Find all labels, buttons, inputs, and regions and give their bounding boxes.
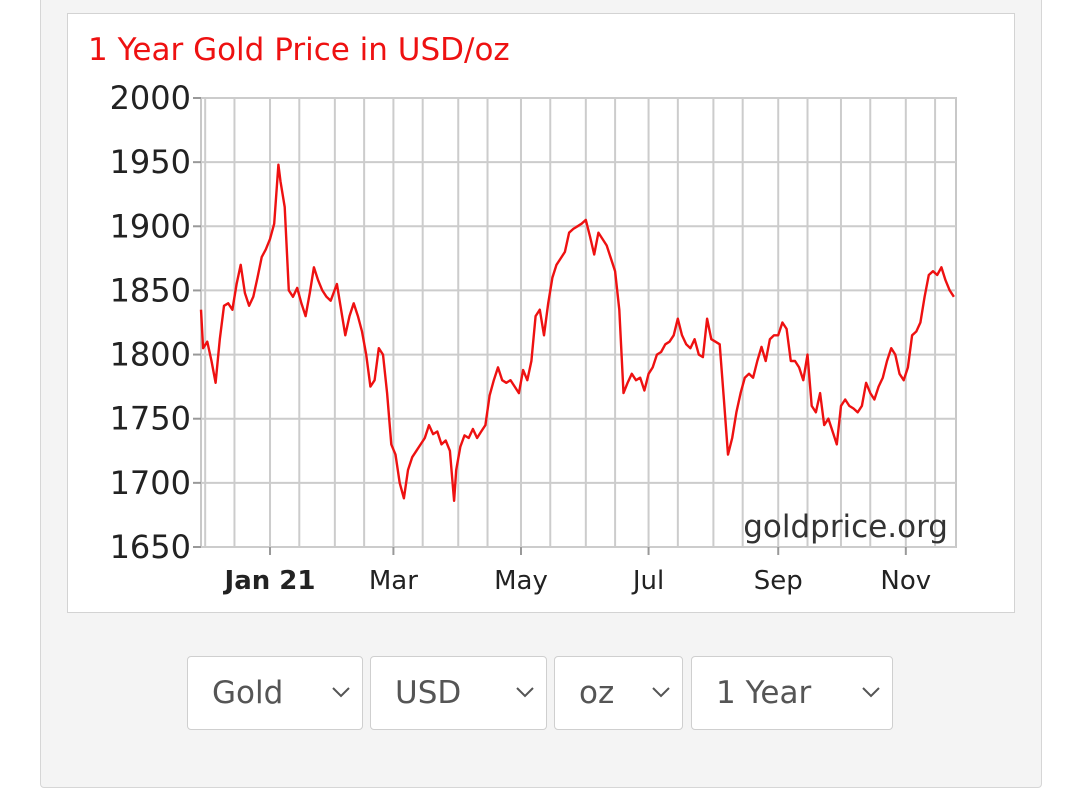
- y-tick-label: 1850: [110, 271, 191, 309]
- y-tick-label: 2000: [110, 79, 191, 117]
- chevron-down-icon: [862, 687, 880, 698]
- chevron-down-icon: [652, 687, 670, 698]
- metal-select[interactable]: Gold: [187, 656, 363, 730]
- y-tick-label: 1750: [110, 400, 191, 438]
- watermark-text: goldprice.org: [743, 509, 948, 545]
- x-tick-label: Mar: [369, 566, 418, 596]
- unit-select[interactable]: oz: [554, 656, 683, 730]
- chevron-down-icon: [332, 687, 350, 698]
- y-tick-label: 1950: [110, 143, 191, 181]
- currency-select-value: USD: [395, 675, 462, 711]
- x-tick-label: Nov: [880, 566, 931, 596]
- chevron-down-icon: [516, 687, 534, 698]
- unit-select-value: oz: [579, 675, 615, 711]
- currency-select[interactable]: USD: [370, 656, 547, 730]
- chart-title: 1 Year Gold Price in USD/oz: [88, 32, 510, 68]
- x-tick-label: May: [494, 566, 548, 596]
- gold-price-line: [199, 163, 955, 502]
- period-select-value: 1 Year: [716, 675, 812, 711]
- y-tick-label: 1700: [110, 464, 191, 502]
- y-tick-label: 1800: [110, 336, 191, 374]
- gold-price-chart: 1650 1700 1750 1800 1850 1900 1950 2000 Jan 21 Ma…: [88, 32, 957, 596]
- metal-select-value: Gold: [212, 675, 284, 711]
- x-tick-label: Jan 21: [223, 566, 316, 596]
- chart-controls: Gold USD oz 1 Year: [0, 656, 1080, 732]
- plot-area: [200, 97, 957, 548]
- y-tick-label: 1650: [110, 528, 191, 566]
- chart-panel: 1650 1700 1750 1800 1850 1900 1950 2000 Jan 21 Ma…: [67, 13, 1015, 613]
- period-select[interactable]: 1 Year: [691, 656, 893, 730]
- x-tick-label: Sep: [754, 566, 803, 596]
- y-tick-label: 1900: [110, 207, 191, 245]
- x-tick-label: Jul: [631, 566, 664, 596]
